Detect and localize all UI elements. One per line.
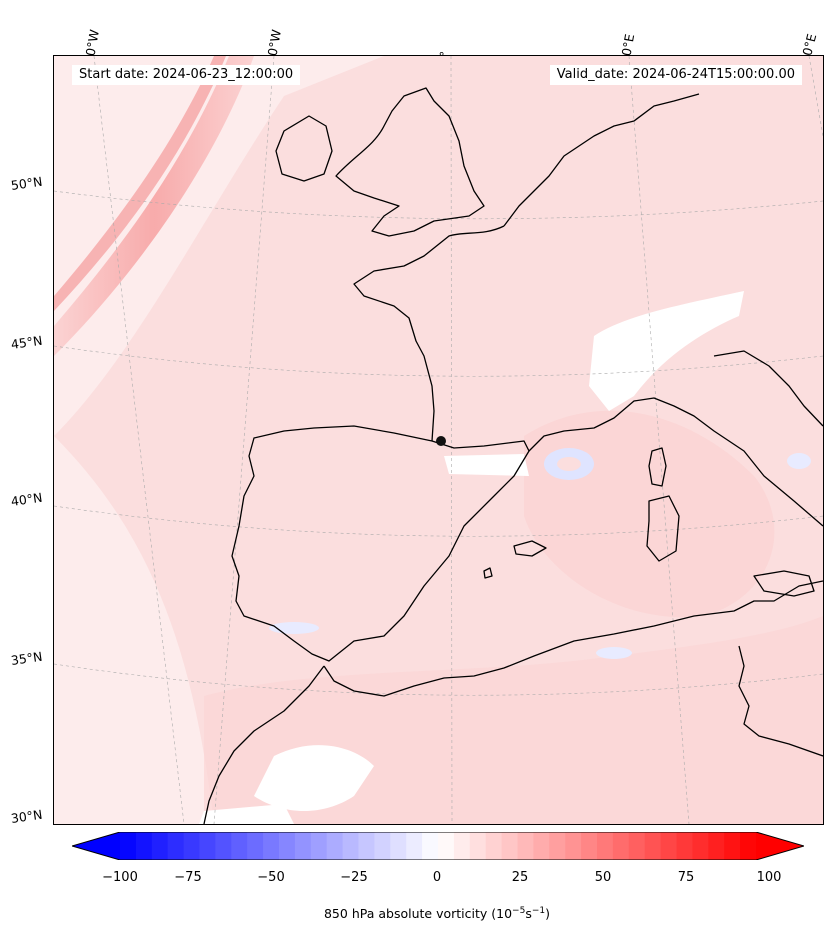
- colorbar-cell: [581, 832, 598, 860]
- colorbar-cell: [326, 832, 344, 860]
- coast-north-africa: [323, 580, 823, 697]
- colorbar-tick: −50: [257, 870, 285, 885]
- lat-label-50n: 50°N: [9, 173, 44, 193]
- colorbar: [72, 832, 804, 860]
- location-marker[interactable]: [436, 436, 446, 446]
- coast-iberia: [231, 425, 530, 662]
- field-sahara-white: [199, 804, 294, 824]
- jet-streak-band: [54, 56, 254, 356]
- valid-date-label: Valid_date: 2024-06-24T15:00:00.00: [549, 65, 802, 85]
- colorbar-tick: 75: [677, 870, 695, 885]
- colorbar-low-arrow: [72, 832, 120, 860]
- colorbar-cell: [453, 832, 471, 860]
- colorbar-tick: −100: [102, 870, 138, 885]
- colorbar-tick: 25: [511, 870, 529, 885]
- colorbar-cell: [612, 832, 630, 860]
- colorbar-tick: 100: [756, 870, 782, 885]
- colorbar-cell: [247, 832, 264, 860]
- coast-mallorca: [513, 540, 547, 557]
- coast-north-sea: [503, 93, 700, 227]
- colorbar-cell: [183, 832, 200, 860]
- colorbar-cell: [390, 832, 407, 860]
- colorbar-cell: [167, 832, 185, 860]
- colorbar-cell: [724, 832, 741, 860]
- colorbar-cell: [549, 832, 566, 860]
- gridline-lon-20w: [93, 56, 185, 824]
- coast-morocco-atlantic: [203, 665, 325, 824]
- colorbar-tick: 0: [432, 870, 442, 885]
- lat-label-45n: 45°N: [9, 332, 44, 352]
- coast-sicily: [753, 570, 815, 597]
- colorbar-cell: [517, 832, 534, 860]
- gridline-lat-40: [54, 505, 823, 537]
- colorbar-cell: [120, 832, 137, 860]
- field-pyrenees-white: [444, 454, 529, 476]
- coast-adriatic: [713, 350, 823, 427]
- gridline-lon-10w: [213, 56, 275, 824]
- colorbar-cell: [406, 832, 423, 860]
- colorbar-cell: [469, 832, 487, 860]
- colorbar-cell: [676, 832, 693, 860]
- colorbar-cell: [199, 832, 216, 860]
- colorbar-cell: [342, 832, 359, 860]
- field-atlas-white: [254, 745, 374, 811]
- colorbar-tick: −25: [340, 870, 368, 885]
- colorbar-cell: [151, 832, 169, 860]
- lat-label-40n: 40°N: [9, 489, 44, 509]
- graticule: [54, 56, 823, 824]
- colorbar-cell: [501, 832, 518, 860]
- colorbar-cell: [597, 832, 614, 860]
- coast-france-italy: [528, 397, 823, 527]
- colorbar-cell: [310, 832, 328, 860]
- map-panel[interactable]: Start date: 2024-06-23_12:00:00 Valid_da…: [53, 55, 824, 825]
- gridline-lon-0: [450, 56, 453, 824]
- coast-corsica: [648, 447, 667, 487]
- colorbar-cell: [628, 832, 646, 860]
- gridline-lat-50: [54, 190, 823, 220]
- colorbar-cell: [422, 832, 439, 860]
- coast-ireland: [275, 115, 333, 182]
- coast-france-atlantic: [353, 225, 505, 442]
- colorbar-cell: [644, 832, 662, 860]
- colorbar-cell: [660, 832, 677, 860]
- colorbar-tick: −75: [174, 870, 202, 885]
- colorbar-cell: [740, 832, 757, 860]
- colorbar-cell: [279, 832, 296, 860]
- colorbar-cell: [231, 832, 248, 860]
- colorbar-cell: [438, 832, 455, 860]
- colorbar-cell: [692, 832, 709, 860]
- colorbar-cell: [263, 832, 280, 860]
- colorbar-cell: [485, 832, 503, 860]
- coast-ibiza: [483, 567, 493, 579]
- colorbar-cell: [135, 832, 153, 860]
- start-date-label: Start date: 2024-06-23_12:00:00: [72, 65, 301, 85]
- coastlines: [203, 87, 823, 824]
- colorbar-cell: [708, 832, 725, 860]
- colorbar-cell: [374, 832, 391, 860]
- field-alps-white: [589, 291, 744, 411]
- lat-label-35n: 35°N: [9, 648, 44, 668]
- lat-label-30n: 30°N: [9, 806, 44, 826]
- colorbar-cell: [533, 832, 550, 860]
- coast-tunisia: [738, 645, 823, 757]
- colorbar-label: 850 hPa absolute vorticity (10−5s−1): [323, 906, 550, 922]
- colorbar-cell: [215, 832, 232, 860]
- coast-sardinia: [646, 495, 680, 562]
- field-negative-lyon-core: [557, 457, 581, 471]
- gridline-lat-35: [54, 663, 823, 696]
- field-negative-adriatic: [787, 453, 811, 469]
- colorbar-cell: [565, 832, 582, 860]
- jet-streak-core: [54, 56, 226, 311]
- colorbar-cells: [120, 832, 757, 860]
- colorbar-cell: [358, 832, 375, 860]
- field-negative-algeria: [596, 647, 632, 659]
- gridline-lon-10e: [628, 56, 690, 824]
- colorbar-cell: [294, 832, 312, 860]
- gridline-lon-20e: [808, 56, 823, 137]
- gridline-lat-45: [54, 345, 823, 377]
- colorbar-high-arrow: [756, 832, 804, 860]
- vorticity-map: [54, 56, 823, 824]
- coast-great-britain: [335, 87, 485, 237]
- colorbar-tick: 50: [594, 870, 612, 885]
